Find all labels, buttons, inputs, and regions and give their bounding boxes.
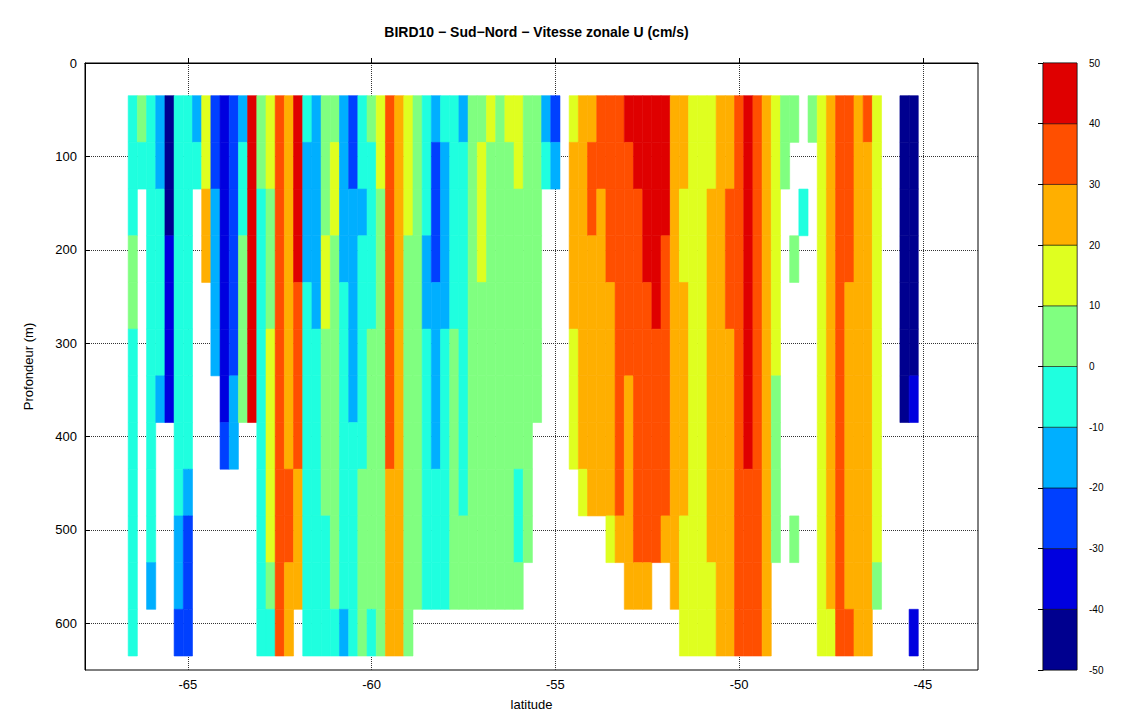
svg-text:300: 300 bbox=[55, 336, 77, 351]
svg-text:30: 30 bbox=[1089, 179, 1101, 190]
svg-text:latitude: latitude bbox=[511, 697, 553, 712]
svg-text:0: 0 bbox=[70, 56, 77, 71]
svg-text:-60: -60 bbox=[362, 677, 381, 692]
svg-text:0: 0 bbox=[1089, 361, 1095, 372]
svg-text:600: 600 bbox=[55, 616, 77, 631]
svg-text:-65: -65 bbox=[178, 677, 197, 692]
svg-text:200: 200 bbox=[55, 242, 77, 257]
svg-text:-50: -50 bbox=[730, 677, 749, 692]
svg-text:-55: -55 bbox=[546, 677, 565, 692]
svg-text:500: 500 bbox=[55, 522, 77, 537]
svg-text:-40: -40 bbox=[1089, 604, 1104, 615]
svg-text:-30: -30 bbox=[1089, 543, 1104, 554]
svg-text:100: 100 bbox=[55, 149, 77, 164]
svg-text:-45: -45 bbox=[913, 677, 932, 692]
svg-text:50: 50 bbox=[1089, 58, 1101, 69]
svg-text:20: 20 bbox=[1089, 240, 1101, 251]
svg-text:Profondeur (m): Profondeur (m) bbox=[21, 323, 36, 410]
svg-text:-50: -50 bbox=[1089, 665, 1104, 676]
svg-text:BIRD10 − Sud−Nord − Vitesse zo: BIRD10 − Sud−Nord − Vitesse zonale U (cm… bbox=[384, 24, 688, 40]
svg-text:400: 400 bbox=[55, 429, 77, 444]
svg-text:-10: -10 bbox=[1089, 422, 1104, 433]
svg-text:-20: -20 bbox=[1089, 482, 1104, 493]
svg-text:40: 40 bbox=[1089, 118, 1101, 129]
svg-text:10: 10 bbox=[1089, 300, 1101, 311]
